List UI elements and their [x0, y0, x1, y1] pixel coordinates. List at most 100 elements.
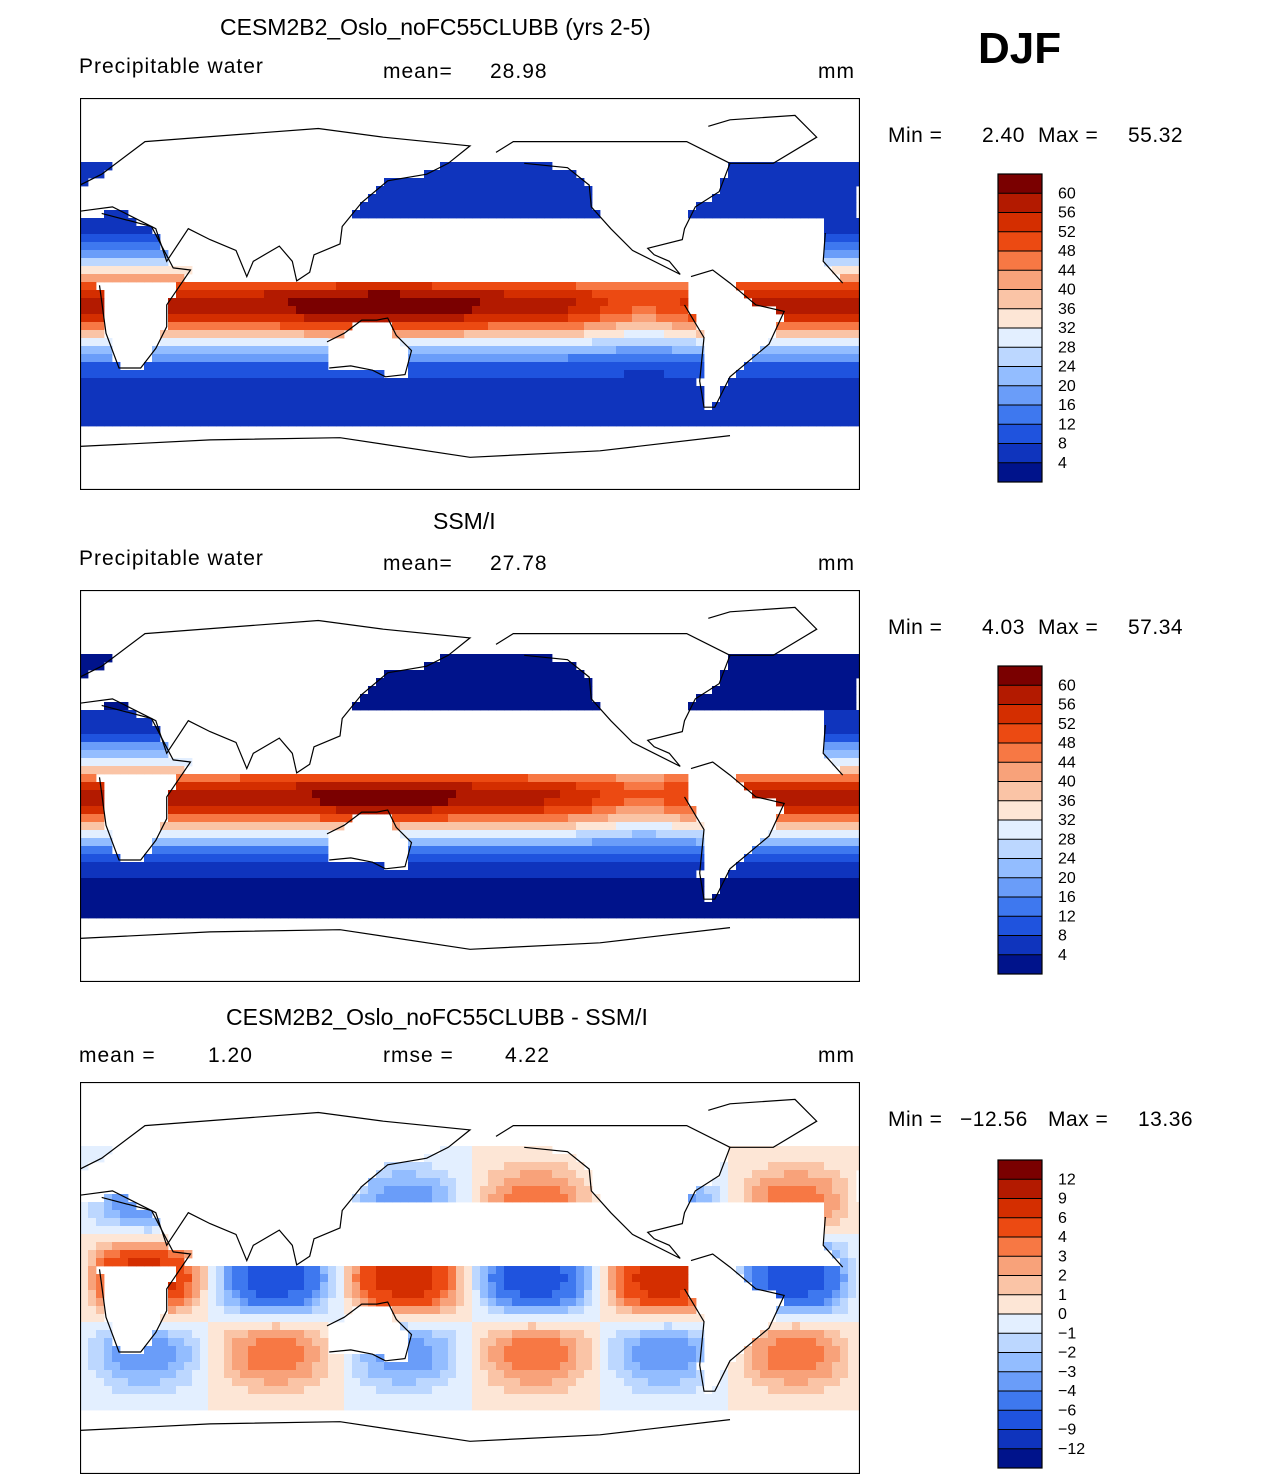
map-cell — [544, 1186, 553, 1195]
map-cell — [80, 750, 89, 759]
map-cell — [152, 902, 161, 911]
map-cell — [224, 854, 233, 863]
map-cell — [480, 886, 489, 895]
map-cell — [824, 886, 833, 895]
map-cell — [312, 362, 321, 371]
map-cell — [80, 418, 89, 427]
map-cell — [416, 202, 425, 211]
map-cell — [720, 902, 729, 911]
map-cell — [608, 338, 617, 347]
map-cell — [800, 830, 809, 839]
map-cell — [536, 654, 545, 663]
map-cell — [168, 354, 177, 363]
map-cell — [784, 702, 793, 711]
map-cell — [824, 822, 833, 831]
map-cell — [832, 170, 841, 179]
map-cell — [576, 346, 585, 355]
map-cell — [824, 814, 833, 823]
map-cell — [584, 298, 593, 307]
map-cell — [440, 790, 449, 799]
map-cell — [808, 862, 817, 871]
map-cell — [120, 862, 129, 871]
map-cell — [408, 838, 417, 847]
map-cell — [536, 878, 545, 887]
map-cell — [824, 218, 833, 227]
map-cell — [400, 410, 409, 419]
map-cell — [536, 822, 545, 831]
map-cell — [632, 790, 641, 799]
map-cell — [128, 402, 137, 411]
map-cell — [88, 902, 97, 911]
map-cell — [568, 210, 577, 219]
map-cell — [304, 1298, 313, 1307]
map-cell — [432, 694, 441, 703]
map-cell — [88, 878, 97, 887]
map-cell — [528, 362, 537, 371]
map-cell — [744, 402, 753, 411]
map-cell — [664, 1274, 673, 1283]
map-cell — [136, 370, 145, 379]
map-cell — [152, 734, 161, 743]
map-cell — [88, 1306, 97, 1315]
coastline — [495, 633, 731, 767]
map-cell — [280, 386, 289, 395]
map-cell — [464, 186, 473, 195]
map-cell — [416, 862, 425, 871]
map-cell — [784, 1178, 793, 1187]
map-cell — [776, 1274, 785, 1283]
map-cell — [344, 862, 353, 871]
map-cell — [168, 322, 177, 331]
map-cell — [320, 314, 329, 323]
map-cell — [752, 178, 761, 187]
map-cell — [328, 902, 337, 911]
map-cell — [696, 330, 705, 339]
map-cell — [488, 846, 497, 855]
map-cell — [168, 806, 177, 815]
map-cell — [768, 678, 777, 687]
map-cell — [216, 806, 225, 815]
map-cell — [496, 1266, 505, 1275]
map-cell — [120, 242, 129, 251]
map-cell — [472, 1162, 481, 1171]
map-cell — [584, 1178, 593, 1187]
map-cell — [488, 870, 497, 879]
map-cell — [824, 790, 833, 799]
map-cell — [680, 1266, 689, 1275]
map-cell — [176, 886, 185, 895]
map-cell — [784, 662, 793, 671]
map-cell — [200, 378, 209, 387]
map-cell — [536, 910, 545, 919]
map-cell — [128, 234, 137, 243]
map-cell — [856, 410, 860, 419]
map-cell — [192, 910, 201, 919]
map-cell — [840, 226, 849, 235]
map-cell — [800, 838, 809, 847]
map-cell — [424, 686, 433, 695]
map-cell — [152, 750, 161, 759]
map-cell — [664, 1290, 673, 1299]
map-cell — [312, 1266, 321, 1275]
map-cell — [568, 362, 577, 371]
map-cell — [168, 1282, 177, 1291]
map-cell — [280, 1290, 289, 1299]
map-cell — [160, 766, 169, 775]
map-cell — [248, 402, 257, 411]
map-cell — [232, 362, 241, 371]
map-cell — [392, 910, 401, 919]
map-cell — [400, 1266, 409, 1275]
map-cell — [496, 902, 505, 911]
map-cell — [800, 654, 809, 663]
map-cell — [440, 298, 449, 307]
map-cell — [488, 306, 497, 315]
map-cell — [320, 798, 329, 807]
map-cell — [840, 282, 849, 291]
map-cell — [160, 378, 169, 387]
map-cell — [280, 370, 289, 379]
map-cell — [848, 410, 857, 419]
map-cell — [448, 282, 457, 291]
map-cell — [576, 902, 585, 911]
map-cell — [440, 862, 449, 871]
map-cell — [728, 378, 737, 387]
map-cell — [88, 1146, 97, 1155]
map-cell — [168, 402, 177, 411]
